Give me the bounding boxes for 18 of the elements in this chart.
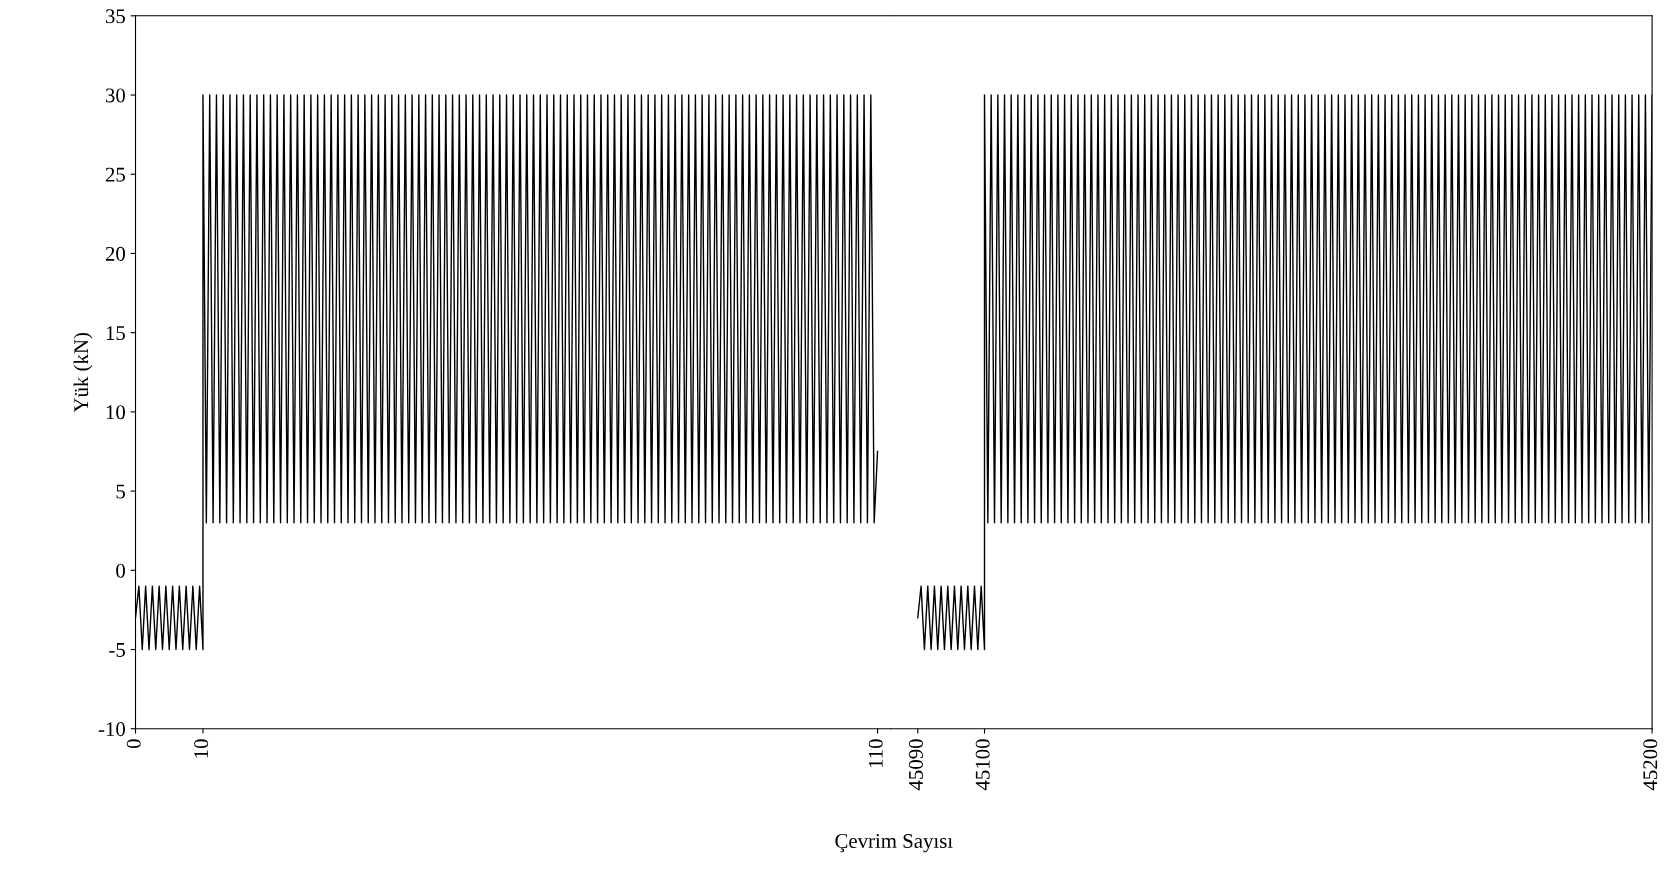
x-tick-label: 45200 [1643,739,1658,791]
x-tick-label: 45100 [975,739,990,791]
y-axis-title: Yük (kN) [73,332,93,413]
x-tick-label: 110 [868,739,883,768]
y-tick-label: -10 [98,722,125,737]
x-tick-label: 0 [126,739,141,749]
y-tick-label: 5 [116,484,125,499]
y-tick-label: 30 [105,88,125,103]
y-tick-label: 20 [105,246,125,261]
x-tick-label: 45090 [908,739,923,791]
y-tick-label: 25 [105,167,125,182]
y-tick-label: 0 [116,563,125,578]
x-axis-title: Çevrim Sayısı [835,834,953,853]
x-tick-label: 10 [194,739,209,758]
y-tick-label: -5 [109,643,125,657]
y-tick-label: 15 [106,326,125,341]
y-tick-label: 35 [105,9,125,24]
y-tick-label: 10 [106,405,125,420]
